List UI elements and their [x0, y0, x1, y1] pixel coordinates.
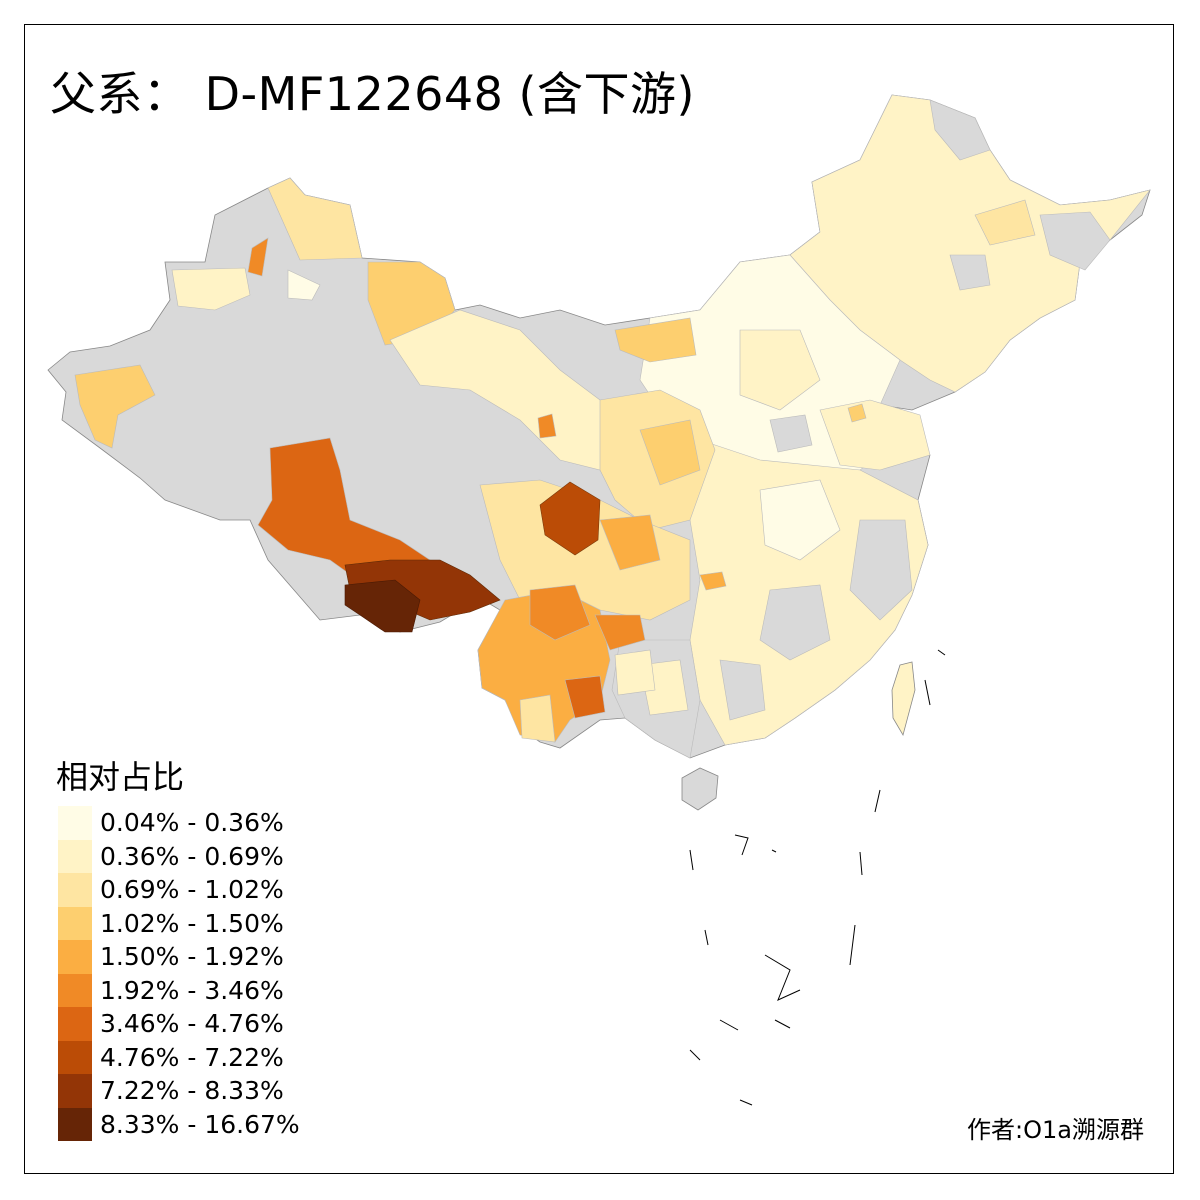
region-east-china-grey-2 [759, 584, 831, 661]
legend-swatch [58, 1040, 92, 1074]
legend-swatch [58, 940, 92, 974]
region-ne-nodata [929, 99, 991, 161]
region-xinjiang-north [267, 177, 363, 261]
region-gansu-spot [537, 413, 557, 439]
legend-item: 0.69% - 1.02% [58, 873, 300, 907]
legend-label: 3.46% - 4.76% [100, 1009, 284, 1039]
region-shigatse [344, 579, 421, 633]
legend-label: 0.36% - 0.69% [100, 841, 284, 871]
region-kashgar [74, 364, 156, 449]
legend-item: 1.50% - 1.92% [58, 940, 300, 974]
region-ne-nodata-3 [949, 254, 991, 291]
legend-item: 3.46% - 4.76% [58, 1007, 300, 1041]
legend-item: 0.04% - 0.36% [58, 806, 300, 840]
legend-label: 8.33% - 16.67% [100, 1109, 300, 1139]
legend-title: 相对占比 [56, 758, 185, 796]
island-taiwan [891, 661, 916, 737]
region-shandong-spot [847, 403, 867, 423]
region-sichuan-orange [599, 514, 661, 571]
map-frame [24, 24, 1174, 1174]
legend: 0.04% - 0.36% 0.36% - 0.69% 0.69% - 1.02… [58, 806, 300, 1141]
region-east-china-grey [849, 519, 913, 621]
legend-item: 4.76% - 7.22% [58, 1040, 300, 1074]
legend-label: 1.92% - 3.46% [100, 975, 284, 1005]
region-xinjiang-north-3 [171, 267, 251, 311]
region-aba [539, 481, 601, 556]
legend-item: 7.22% - 8.33% [58, 1074, 300, 1108]
legend-swatch [58, 973, 92, 1007]
region-guizhou-2 [614, 649, 656, 696]
legend-label: 0.69% - 1.02% [100, 875, 284, 905]
island-hainan [681, 767, 719, 811]
legend-label: 7.22% - 8.33% [100, 1076, 284, 1106]
legend-swatch [58, 906, 92, 940]
region-hubei-spot [699, 571, 727, 591]
legend-label: 4.76% - 7.22% [100, 1042, 284, 1072]
region-xinjiang-spot [247, 237, 269, 277]
legend-item: 1.02% - 1.50% [58, 906, 300, 940]
legend-swatch [58, 806, 92, 840]
legend-item: 1.92% - 3.46% [58, 973, 300, 1007]
legend-swatch [58, 1074, 92, 1108]
region-yunnan-2 [529, 584, 591, 641]
legend-item: 8.33% - 16.67% [58, 1107, 300, 1141]
region-east-china-grey-3 [719, 659, 766, 721]
legend-label: 0.04% - 0.36% [100, 808, 284, 838]
legend-swatch [58, 1007, 92, 1041]
region-east-china-pale [759, 479, 841, 561]
region-guizhou [594, 614, 646, 651]
author-credit: 作者:O1a溯源群 [967, 1116, 1144, 1144]
legend-swatch [58, 839, 92, 873]
legend-swatch [58, 873, 92, 907]
region-north-china-2 [739, 329, 821, 411]
legend-item: 0.36% - 0.69% [58, 839, 300, 873]
map-title: 父系： D-MF122648 (含下游) [50, 67, 695, 121]
region-shandong [819, 399, 931, 471]
region-shaanxi-2 [639, 419, 701, 486]
legend-swatch [58, 1107, 92, 1141]
region-yunnan-3 [564, 675, 606, 719]
region-ne-mid [974, 199, 1036, 246]
legend-label: 1.50% - 1.92% [100, 942, 284, 972]
region-north-china-3 [769, 414, 813, 453]
legend-label: 1.02% - 1.50% [100, 908, 284, 938]
region-xinjiang-north-4 [287, 269, 321, 301]
region-ne-nodata-2 [1039, 211, 1111, 271]
region-inner-mongolia-west [614, 317, 697, 363]
region-yunnan-4 [519, 694, 556, 743]
south-china-sea-islands [689, 649, 946, 1106]
